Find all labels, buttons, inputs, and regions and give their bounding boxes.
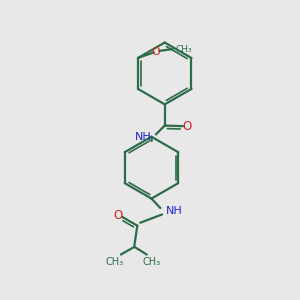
Text: CH₃: CH₃ [106, 257, 124, 267]
Text: CH₃: CH₃ [175, 45, 192, 54]
Text: CH₃: CH₃ [143, 257, 161, 267]
Text: O: O [113, 209, 122, 222]
Text: O: O [182, 120, 192, 133]
Text: NH: NH [134, 132, 151, 142]
Text: NH: NH [166, 206, 182, 216]
Text: O: O [152, 46, 161, 56]
